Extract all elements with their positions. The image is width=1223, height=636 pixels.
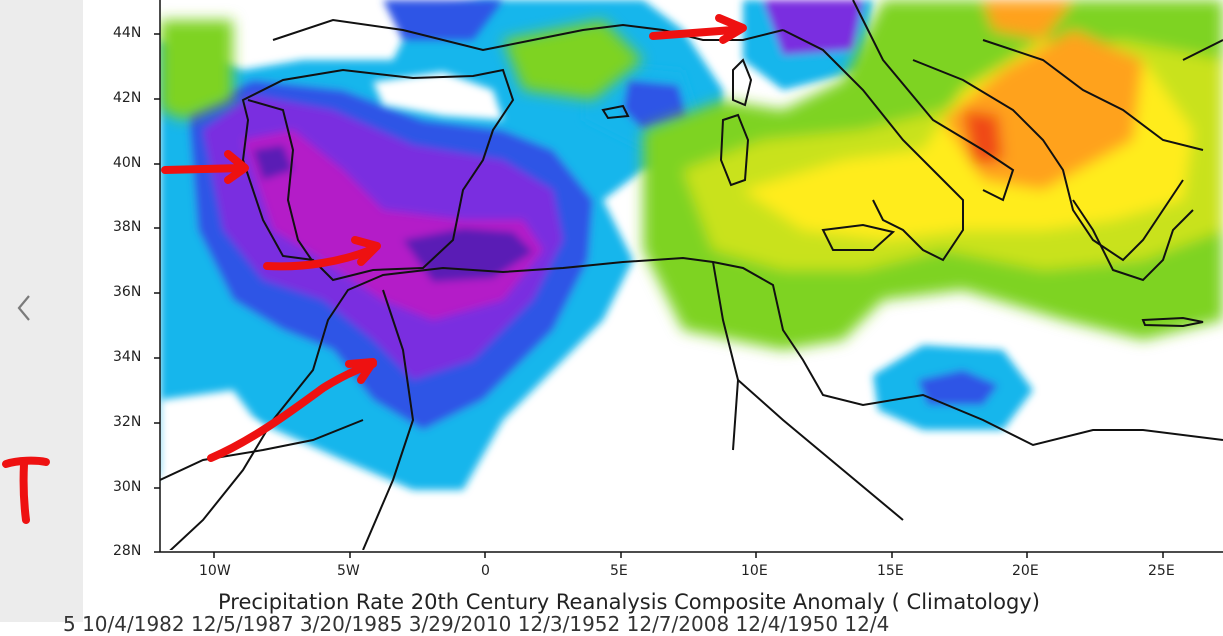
lon-label-5w: 5W: [337, 563, 360, 579]
border-algeria-tunisia: [712, 261, 740, 451]
lat-label-42n: 42N: [113, 90, 142, 106]
coastline-turkey: [1182, 39, 1223, 61]
island-sicily: [821, 223, 896, 251]
precipitation-map: 44N 42N 40N 38N 36N 34N 32N 30N 28N 10W …: [63, 0, 1223, 636]
anomaly-field: [160, 0, 1223, 550]
border-portugal: [247, 99, 314, 263]
previous-image-button[interactable]: [0, 270, 48, 346]
left-gutter: [0, 0, 83, 622]
map-canvas: [154, 0, 1223, 558]
arrow-italy: [649, 14, 747, 44]
coastline-greece: [1072, 199, 1194, 282]
chevron-left-icon: [17, 295, 30, 321]
coastline-north-africa: [169, 256, 1223, 550]
deep-purple-core-portugal: [253, 145, 293, 180]
lat-label-30n: 30N: [113, 479, 142, 495]
coastline-italy-east: [852, 0, 1015, 202]
coastline-italy: [782, 29, 964, 262]
lon-label-25e: 25E: [1148, 563, 1175, 579]
composite-dates-line: 5 10/4/1982 12/5/1987 3/20/1985 3/29/201…: [63, 612, 890, 636]
white-gap-north: [373, 72, 503, 120]
border-libya: [737, 379, 904, 521]
lat-label-38n: 38N: [113, 219, 142, 235]
arrow-morocco: [207, 358, 377, 462]
coastline-iberia: [241, 68, 515, 282]
red-region-balkans: [963, 110, 1003, 165]
lon-label-0: 0: [481, 563, 490, 579]
lat-label-36n: 36N: [113, 284, 142, 300]
arrow-spain: [263, 236, 381, 271]
violet-blob-north-italy: [763, 0, 863, 55]
lon-label-10w: 10W: [199, 563, 231, 579]
white-gap-morocco: [160, 390, 263, 500]
blue-blob-north-spain: [383, 0, 503, 40]
lon-label-10e: 10E: [741, 563, 768, 579]
map-caption: Precipitation Rate 20th Century Reanalys…: [218, 590, 1040, 614]
border-morocco-algeria: [362, 289, 415, 550]
island-balearic: [601, 104, 630, 120]
axis-ticks: [154, 33, 1164, 558]
island-corsica: [732, 58, 753, 107]
deep-blue-blob-libya: [918, 370, 998, 405]
island-crete: [1141, 316, 1204, 328]
lat-label-40n: 40N: [113, 155, 142, 171]
lon-label-5e: 5E: [610, 563, 628, 579]
lat-label-44n: 44N: [113, 25, 142, 41]
lat-label-34n: 34N: [113, 349, 142, 365]
lat-label-32n: 32N: [113, 414, 142, 430]
arrow-portugal: [161, 150, 249, 184]
orange-region-north: [983, 0, 1073, 40]
coastline-france: [272, 18, 784, 52]
coastline-balkans: [912, 59, 1184, 262]
lon-label-15e: 15E: [877, 563, 904, 579]
border-morocco-south: [160, 419, 364, 481]
lon-label-20e: 20E: [1012, 563, 1039, 579]
deep-blue-blob-balearic: [623, 80, 688, 130]
island-sardinia: [719, 113, 750, 187]
red-t-annotation: [2, 456, 50, 524]
coastlines: [160, 0, 1223, 550]
green-region-northwest: [160, 20, 233, 120]
annotation-arrows: [161, 14, 747, 462]
lat-label-28n: 28N: [113, 543, 142, 559]
border-balkans-inland: [982, 39, 1204, 151]
